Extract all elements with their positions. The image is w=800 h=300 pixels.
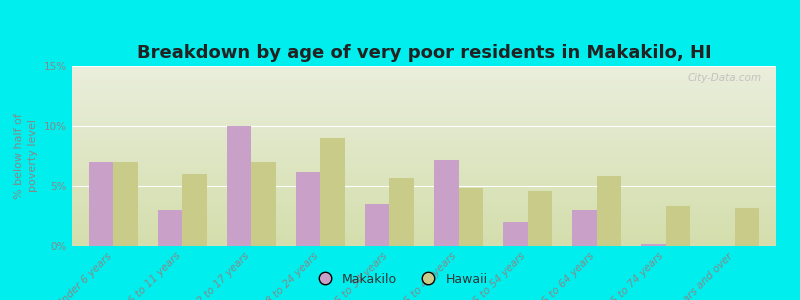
Bar (503, 222, 527, 246)
Bar (227, 126, 251, 246)
Bar (434, 160, 458, 246)
Text: City-Data.com: City-Data.com (688, 73, 762, 83)
Y-axis label: % below half of
poverty level: % below half of poverty level (14, 113, 38, 199)
Bar (366, 204, 390, 246)
Bar (527, 191, 552, 246)
Title: Breakdown by age of very poor residents in Makakilo, HI: Breakdown by age of very poor residents … (137, 44, 711, 62)
Bar (251, 162, 276, 246)
Bar (572, 210, 597, 246)
Bar (597, 176, 621, 246)
Bar (90, 162, 114, 246)
Bar (182, 174, 206, 246)
Bar (458, 188, 482, 246)
Bar (158, 210, 182, 246)
Legend: Makakilo, Hawaii: Makakilo, Hawaii (307, 268, 493, 291)
Bar (390, 178, 414, 246)
Bar (321, 138, 345, 246)
Bar (666, 206, 690, 246)
Bar (296, 172, 321, 246)
Bar (734, 208, 758, 246)
Bar (114, 162, 138, 246)
Bar (642, 244, 666, 246)
